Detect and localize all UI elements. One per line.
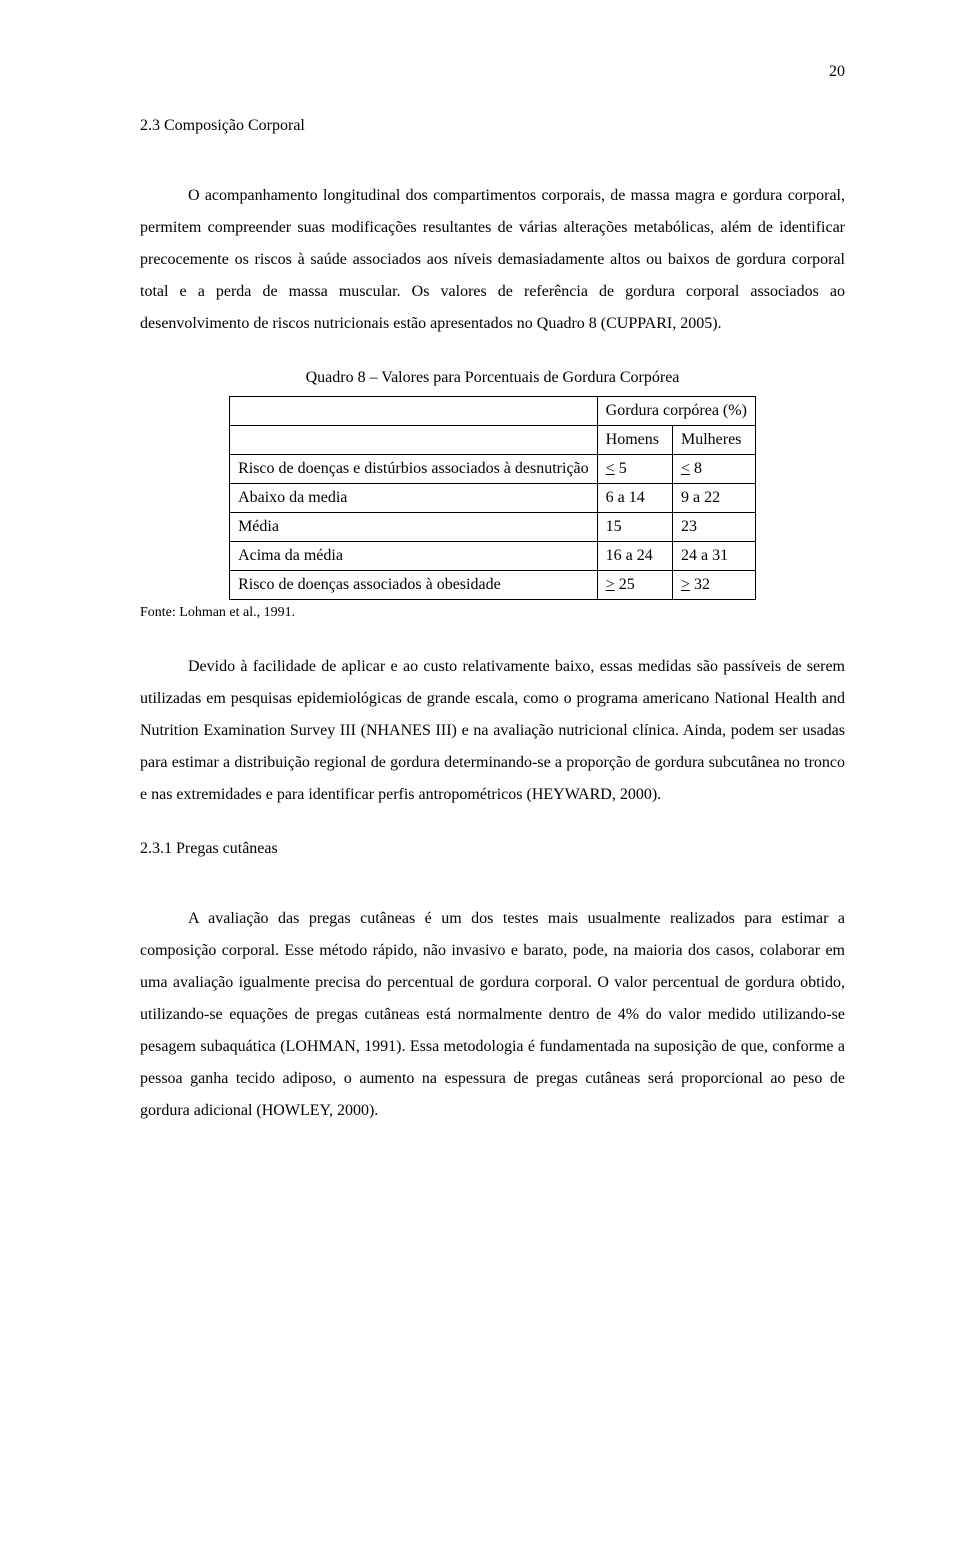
table-cell-empty (230, 426, 598, 455)
paragraph-2: Devido à facilidade de aplicar e ao cust… (140, 651, 845, 811)
paragraph-3: A avaliação das pregas cutâneas é um dos… (140, 903, 845, 1127)
table-title: Quadro 8 – Valores para Porcentuais de G… (140, 366, 845, 390)
table-cell-value: 15 (597, 513, 672, 542)
value-text: 8 (690, 460, 702, 477)
table-cell-value: > 32 (672, 571, 755, 600)
gte-symbol: > (606, 576, 615, 593)
table-cell-value: < 5 (597, 455, 672, 484)
table-cell-value: 6 a 14 (597, 484, 672, 513)
table-cell-label: Abaixo da media (230, 484, 598, 513)
table-cell-value: 9 a 22 (672, 484, 755, 513)
table-cell-value: 24 a 31 (672, 542, 755, 571)
table-cell-empty (230, 397, 598, 426)
table-cell-value: < 8 (672, 455, 755, 484)
table-cell-label: Média (230, 513, 598, 542)
table-cell-label: Acima da média (230, 542, 598, 571)
table-cell-value: 23 (672, 513, 755, 542)
lte-symbol: < (606, 460, 615, 477)
table-row: Abaixo da media 6 a 14 9 a 22 (230, 484, 756, 513)
table-cell-label: Risco de doenças associados à obesidade (230, 571, 598, 600)
value-text: 32 (690, 576, 710, 593)
table-row: Risco de doenças e distúrbios associados… (230, 455, 756, 484)
table-cell-value: 16 a 24 (597, 542, 672, 571)
section-heading: 2.3 Composição Corporal (140, 114, 845, 138)
table-row: Risco de doenças associados à obesidade … (230, 571, 756, 600)
table-col-homens: Homens (597, 426, 672, 455)
subsection-heading: 2.3.1 Pregas cutâneas (140, 837, 845, 861)
table-col-mulheres: Mulheres (672, 426, 755, 455)
value-text: 25 (615, 576, 635, 593)
table-cell-label: Risco de doenças e distúrbios associados… (230, 455, 598, 484)
table-row: Acima da média 16 a 24 24 a 31 (230, 542, 756, 571)
value-text: 5 (615, 460, 627, 477)
table-gordura-corporea: Gordura corpórea (%) Homens Mulheres Ris… (229, 396, 756, 600)
table-row: Média 15 23 (230, 513, 756, 542)
table-source: Fonte: Lohman et al., 1991. (140, 602, 845, 623)
page-number: 20 (140, 60, 845, 84)
lte-symbol: < (681, 460, 690, 477)
table-header-group: Gordura corpórea (%) (597, 397, 755, 426)
paragraph-1: O acompanhamento longitudinal dos compar… (140, 180, 845, 340)
table-cell-value: > 25 (597, 571, 672, 600)
table-row: Homens Mulheres (230, 426, 756, 455)
gte-symbol: > (681, 576, 690, 593)
table-row: Gordura corpórea (%) (230, 397, 756, 426)
